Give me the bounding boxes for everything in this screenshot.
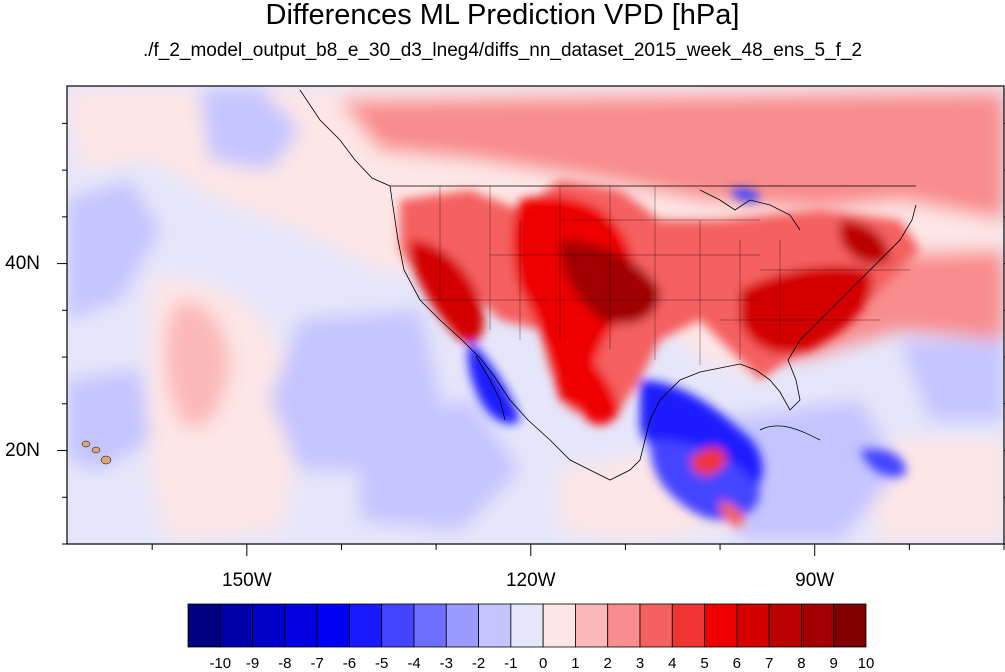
colorbar-label: -3: [439, 655, 453, 672]
colorbar-swatch: [316, 603, 350, 648]
colorbar-label: 3: [635, 655, 645, 672]
y-tick-label: 20N: [5, 439, 40, 461]
x-tick-label: 90W: [795, 570, 835, 591]
colorbar-swatch: [607, 603, 641, 648]
colorbar-label: -4: [407, 655, 421, 672]
colorbar-swatch: [187, 603, 221, 648]
colorbar-swatch: [478, 603, 512, 648]
map-subtitle: ./f_2_model_output_b8_e_30_d3_lneg4/diff…: [142, 40, 863, 61]
coastlines: [299, 89, 917, 481]
x-tick-label: 150W: [222, 570, 272, 591]
map-field: [67, 86, 1004, 544]
colorbar-label: 6: [732, 655, 742, 672]
colorbar-label: 4: [668, 655, 677, 672]
colorbar-swatch: [801, 603, 835, 648]
colorbar-label: -7: [310, 655, 324, 672]
colorbar-swatch: [833, 603, 867, 648]
y-tick-label: 40N: [5, 252, 40, 274]
colorbar: [187, 603, 867, 648]
colorbar-swatch: [704, 603, 738, 648]
colorbar-label: 1: [571, 655, 580, 672]
colorbar-swatch: [349, 603, 383, 648]
colorbar-label: 8: [797, 655, 806, 672]
colorbar-label: -1: [504, 655, 518, 672]
colorbar-swatch: [671, 603, 705, 648]
colorbar-label: -5: [375, 655, 389, 672]
colorbar-label: -10: [209, 655, 232, 672]
colorbar-label: 2: [603, 655, 612, 672]
colorbar-label: -9: [245, 655, 260, 672]
colorbar-label: 9: [829, 655, 838, 672]
colorbar-swatch: [381, 603, 415, 648]
colorbar-label: 10: [857, 655, 875, 672]
colorbar-label: -2: [471, 655, 486, 672]
colorbar-swatch: [219, 603, 253, 648]
colorbar-swatch: [575, 603, 609, 648]
colorbar-swatch: [736, 603, 770, 648]
colorbar-swatch: [445, 603, 479, 648]
state-borders: [420, 186, 910, 365]
colorbar-swatch: [284, 603, 318, 648]
hawaii-islands: [81, 440, 112, 465]
colorbar-swatch: [639, 603, 673, 648]
colorbar-swatch: [542, 603, 576, 648]
colorbar-label: -8: [278, 655, 292, 672]
colorbar-swatch: [510, 603, 544, 648]
colorbar-label: 5: [700, 655, 709, 672]
colorbar-label: 0: [538, 655, 548, 672]
x-tick-label: 120W: [505, 570, 556, 591]
colorbar-swatch: [252, 603, 286, 648]
map-title: Differences ML Prediction VPD [hPa]: [265, 0, 740, 31]
colorbar-swatch: [768, 603, 802, 648]
colorbar-swatch: [413, 603, 447, 648]
map-frame: [66, 85, 1005, 545]
colorbar-label: -6: [342, 655, 357, 672]
colorbar-label: 7: [764, 655, 774, 672]
